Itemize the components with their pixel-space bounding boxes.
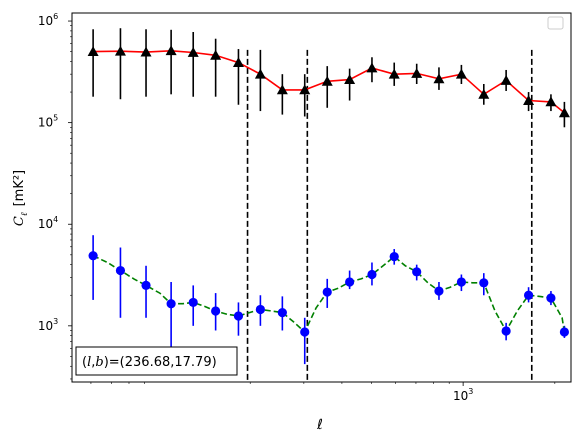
data-point xyxy=(300,327,310,337)
data-point xyxy=(141,280,151,291)
data-point xyxy=(276,84,288,95)
data-point xyxy=(211,306,221,316)
series-line xyxy=(92,254,566,334)
data-point xyxy=(545,96,557,107)
y-axis-label-main: C xyxy=(12,216,27,226)
data-point xyxy=(114,45,126,56)
series-layer xyxy=(87,28,570,365)
data-point xyxy=(345,277,355,287)
y-tick-label: 106 xyxy=(38,12,58,28)
data-point xyxy=(434,286,444,296)
data-point xyxy=(456,277,467,287)
annotation-prefix: ( xyxy=(82,355,87,370)
data-point xyxy=(254,68,266,79)
y-tick-label: 104 xyxy=(38,215,58,231)
series-0 xyxy=(87,28,570,128)
data-point xyxy=(140,46,152,57)
data-point xyxy=(455,68,467,79)
annotation-box: (l,b)=(236.68,17.79) xyxy=(75,346,238,376)
data-point xyxy=(233,311,244,321)
data-point xyxy=(299,84,311,95)
data-point xyxy=(255,304,265,315)
legend-box xyxy=(547,16,564,30)
data-point xyxy=(389,252,399,262)
data-point xyxy=(321,75,333,86)
data-point xyxy=(559,327,569,337)
data-point xyxy=(500,74,512,85)
series-line xyxy=(93,49,565,114)
data-point xyxy=(87,46,99,57)
data-point xyxy=(501,326,511,336)
data-point xyxy=(479,278,489,288)
annotation-suffix: )=(236.68,17.79) xyxy=(104,355,217,370)
vlines-layer xyxy=(246,49,533,382)
y-axis-label-sub: ℓ xyxy=(20,212,30,216)
data-point xyxy=(366,62,378,73)
data-point xyxy=(367,269,377,280)
data-point xyxy=(166,299,176,309)
data-point xyxy=(523,290,534,300)
data-point xyxy=(165,45,177,56)
annotation-l: l xyxy=(87,355,91,370)
data-point xyxy=(277,307,287,318)
data-point xyxy=(433,73,445,84)
annotation-b: b xyxy=(95,355,103,370)
data-point xyxy=(411,67,423,78)
y-axis-label-units: [mK²] xyxy=(12,170,27,207)
annotation-comma: , xyxy=(91,355,95,370)
plot-frame xyxy=(71,12,572,383)
data-point xyxy=(188,297,198,308)
data-point xyxy=(344,74,356,85)
y-tick-label: 105 xyxy=(38,114,58,130)
data-point xyxy=(322,287,332,297)
x-tick-label: 103 xyxy=(453,387,473,403)
series-1 xyxy=(88,235,569,365)
data-point xyxy=(388,68,400,79)
y-axis-label: Cℓ [mK²] xyxy=(12,170,30,226)
data-point xyxy=(478,88,490,99)
data-point xyxy=(115,265,126,276)
data-point xyxy=(546,293,556,303)
data-point xyxy=(210,49,222,60)
y-tick-label: 103 xyxy=(38,317,58,333)
data-point xyxy=(412,267,422,277)
annotation-text: (l,b)=(236.68,17.79) xyxy=(82,355,217,370)
data-point xyxy=(523,95,535,105)
svg-text:Cℓ[mK²]: Cℓ [mK²] xyxy=(12,170,30,226)
data-point xyxy=(232,57,244,67)
x-axis-label: ℓ xyxy=(316,417,323,433)
data-point xyxy=(88,251,98,261)
data-point xyxy=(187,47,199,57)
data-point xyxy=(558,107,570,118)
axis-ticks: 103 103 104 105 106 xyxy=(38,12,556,403)
